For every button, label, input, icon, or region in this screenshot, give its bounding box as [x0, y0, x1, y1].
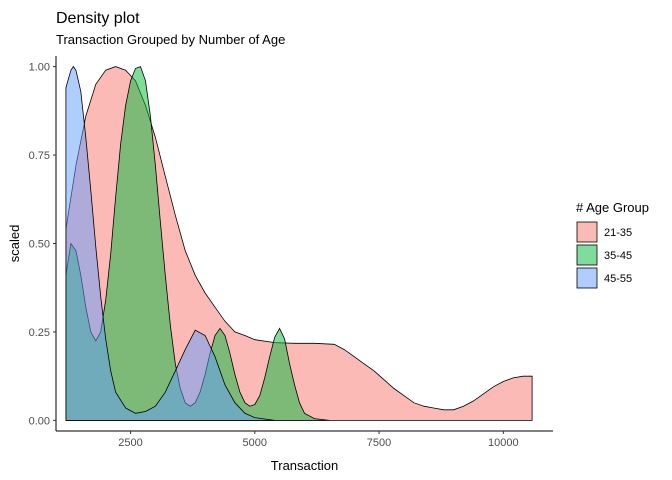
y-tick-label: 0.25	[29, 327, 50, 339]
legend: # Age Group 21-35 35-45 45-55	[576, 200, 649, 289]
y-tick-label: 0.75	[29, 150, 50, 162]
legend-title: # Age Group	[576, 200, 649, 215]
chart-subtitle: Transaction Grouped by Number of Age	[56, 32, 285, 47]
x-tick-label: 7500	[367, 437, 391, 449]
x-tick-label: 10000	[488, 437, 519, 449]
legend-swatch-21-35	[576, 221, 598, 243]
density-area-45-55	[65, 65, 275, 421]
chart-title: Density plot	[56, 10, 140, 27]
y-tick-label: 0.50	[29, 239, 50, 251]
x-axis-title: Transaction	[271, 458, 338, 473]
legend-label-45-55: 45-55	[604, 273, 632, 285]
legend-label-35-45: 35-45	[604, 250, 632, 262]
y-axis-title: scaled	[7, 225, 22, 263]
x-axis-ticks: 2500 5000 7500 10000	[118, 431, 519, 449]
legend-swatch-45-55	[576, 267, 598, 289]
x-tick-label: 5000	[243, 437, 267, 449]
y-axis-ticks: 0.00 0.25 0.50 0.75 1.00	[29, 62, 56, 427]
series-layer	[65, 65, 533, 421]
legend-swatch-35-45	[576, 244, 598, 266]
legend-label-21-35: 21-35	[604, 227, 632, 239]
y-tick-label: 1.00	[29, 62, 50, 74]
y-tick-label: 0.00	[29, 415, 50, 427]
x-tick-label: 2500	[118, 437, 142, 449]
